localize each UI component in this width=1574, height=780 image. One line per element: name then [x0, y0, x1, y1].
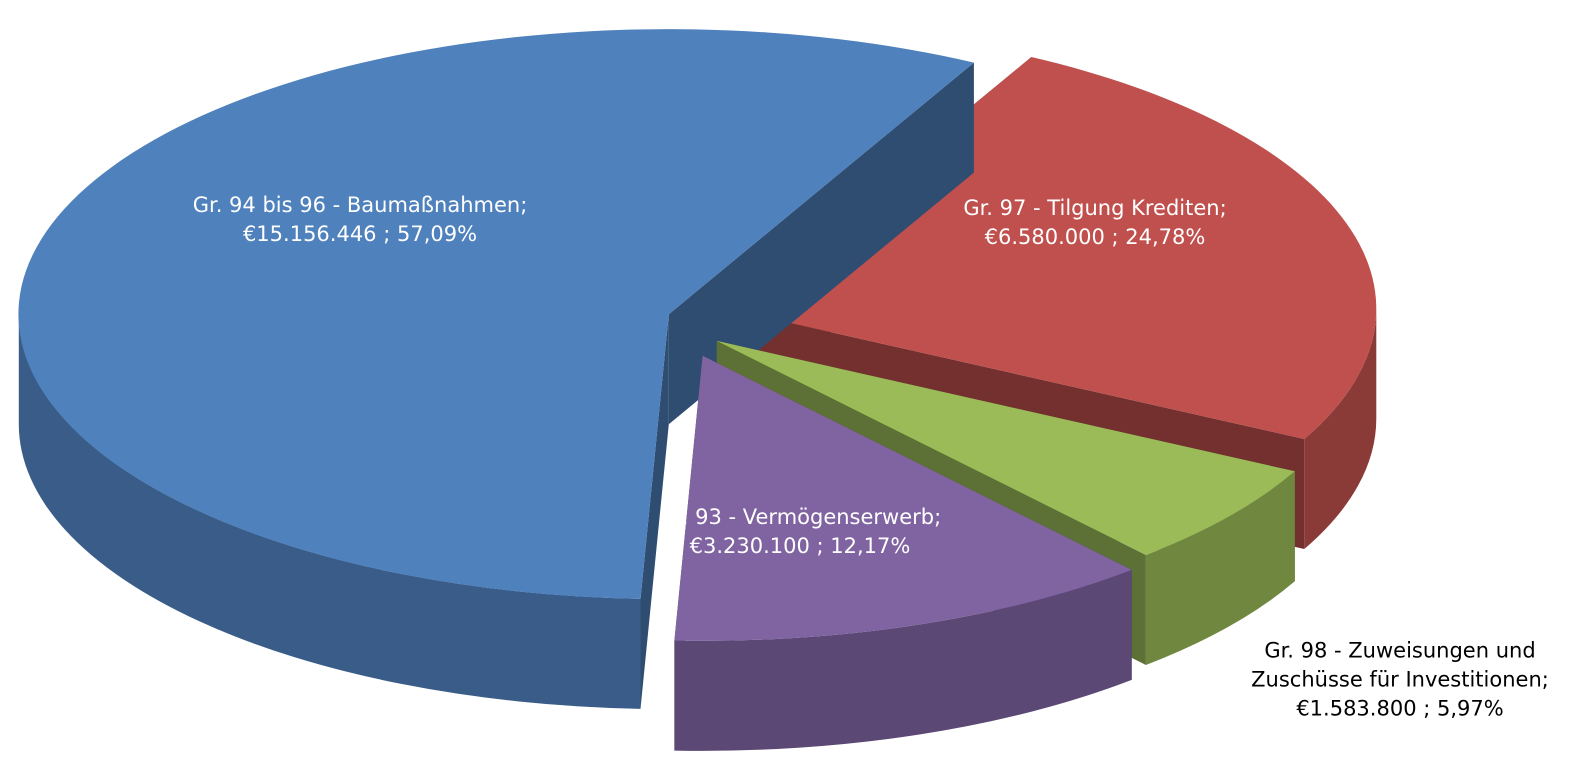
slice [726, 57, 1377, 439]
slice [674, 355, 1132, 641]
data-label: Gr. 98 - Zuweisungen und Zuschüsse für I… [1235, 637, 1565, 724]
slice-name: Gr. 94 bis 96 - Baumaßnahmen; [192, 193, 528, 217]
slice-name: Gr. 98 - Zuweisungen und Zuschüsse für I… [1251, 638, 1549, 692]
slice-side [674, 569, 1132, 751]
slice-name: Gr. 97 - Tilgung Krediten; [963, 196, 1227, 220]
data-label: Gr. 93 - Vermögenserwerb; €3.230.100 ; 12… [659, 503, 941, 561]
data-label: Gr. 97 - Tilgung Krediten; €6.580.000 ; 2… [963, 194, 1226, 252]
slice-value: €6.580.000 ; 24,78% [984, 225, 1206, 249]
slice [716, 340, 1295, 555]
slice-side [640, 314, 669, 709]
data-label: Gr. 94 bis 96 - Baumaßnahmen; €15.156.446… [193, 191, 528, 249]
slice-side [1145, 471, 1295, 665]
slice-name: Gr. 93 - Vermögenserwerb; [658, 505, 942, 529]
slice-value: €15.156.446 ; 57,09% [242, 222, 478, 246]
slice-value: €1.583.800 ; 5,97% [1296, 696, 1504, 721]
slice-side [18, 314, 641, 709]
slice-side [1304, 308, 1377, 549]
slice [18, 29, 974, 599]
slice-side [668, 62, 974, 425]
slice-value: €3.230.100 ; 12,17% [689, 534, 911, 558]
